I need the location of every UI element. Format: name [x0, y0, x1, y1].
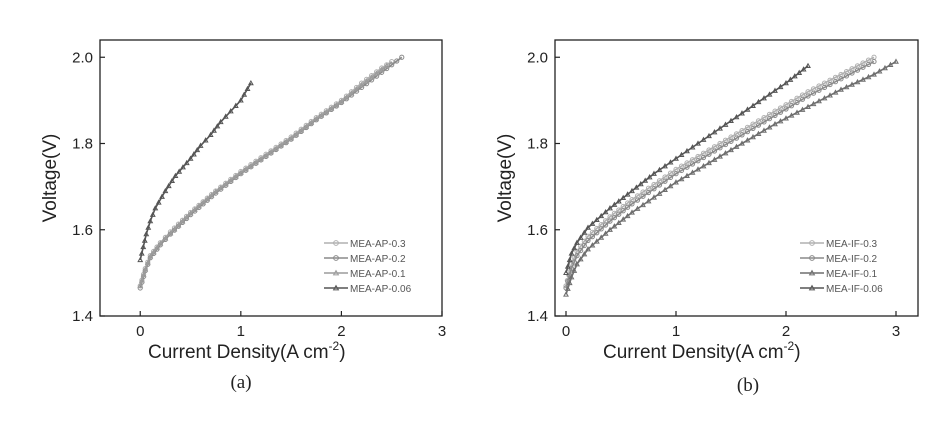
x-tick-label: 2 — [337, 323, 345, 340]
panel-caption-b: (b) — [737, 375, 759, 396]
ticks-layer-a: 0 1 2 3 1.4 1.6 1.8 2.0 — [72, 49, 446, 340]
legend-b: MEA-IF-0.3 MEA-IF-0.2 MEA-IF-0.1 MEA-IF-0.0… — [800, 239, 883, 295]
legend-item: MEA-IF-0.3 — [800, 239, 878, 250]
legend-label: MEA-AP-0.3 — [350, 239, 406, 250]
legend-label: MEA-IF-0.2 — [826, 254, 878, 265]
legend-label: MEA-IF-0.3 — [826, 239, 878, 250]
x-axis-title-b: Current Density(A cm-2) — [603, 339, 801, 363]
x-tick-label: 0 — [136, 323, 144, 340]
x-tick-label: 0 — [562, 323, 570, 340]
x-tick-label: 1 — [672, 323, 680, 340]
legend-a: MEA-AP-0.3 MEA-AP-0.2 MEA-AP-0.1 MEA-AP-0.0… — [324, 239, 412, 295]
y-axis-title-a: Voltage(V) — [40, 134, 61, 223]
legend-item: MEA-AP-0.3 — [324, 239, 406, 250]
panel-a: 0 1 2 3 1.4 1.6 1.8 2.0 Voltage(V) Current Dens… — [40, 40, 446, 393]
x-axis-title-close-b: ) — [794, 342, 800, 363]
data-point — [400, 55, 404, 59]
legend-item: MEA-AP-0.06 — [324, 284, 412, 295]
y-tick-label: 1.6 — [527, 222, 548, 239]
legend-label: MEA-IF-0.06 — [826, 284, 883, 295]
panel-caption-a: (a) — [230, 372, 251, 393]
legend-label: MEA-AP-0.2 — [350, 254, 406, 265]
data-point — [806, 64, 810, 68]
series-line — [140, 83, 251, 260]
x-axis-title-a: Current Density(A cm-2) — [148, 339, 346, 363]
legend-item: MEA-IF-0.1 — [800, 269, 878, 280]
x-axis-title-main-b: Current Density(A cm — [603, 342, 784, 363]
series-a-3 — [138, 81, 253, 262]
ticks-layer-b: 0 1 2 3 1.4 1.6 1.8 2.0 — [527, 49, 900, 340]
panel-b: 0 1 2 3 1.4 1.6 1.8 2.0 Voltage(V) Current Dens… — [495, 40, 918, 396]
series-line — [566, 57, 874, 285]
y-tick-label: 1.8 — [527, 136, 548, 153]
y-tick-label: 1.4 — [72, 308, 93, 325]
x-tick-label: 1 — [237, 323, 245, 340]
legend-item: MEA-AP-0.1 — [324, 269, 406, 280]
x-axis-title-sup-a: -2 — [329, 339, 340, 353]
y-tick-label: 1.6 — [72, 222, 93, 239]
x-tick-label: 2 — [782, 323, 790, 340]
legend-label: MEA-AP-0.06 — [350, 284, 412, 295]
legend-item: MEA-IF-0.2 — [800, 254, 878, 265]
y-tick-label: 2.0 — [72, 49, 93, 66]
series-b-0 — [564, 55, 876, 288]
data-point — [894, 59, 898, 63]
y-tick-label: 1.4 — [527, 308, 548, 325]
x-tick-label: 3 — [438, 323, 446, 340]
y-tick-label: 2.0 — [527, 49, 548, 66]
x-tick-label: 3 — [892, 323, 900, 340]
x-axis-title-main-a: Current Density(A cm — [148, 342, 329, 363]
legend-label: MEA-AP-0.1 — [350, 269, 406, 280]
y-axis-title-b: Voltage(V) — [495, 134, 516, 223]
x-axis-title-close-a: ) — [339, 342, 345, 363]
legend-item: MEA-IF-0.06 — [800, 284, 883, 295]
legend-label: MEA-IF-0.1 — [826, 269, 878, 280]
y-tick-label: 1.8 — [72, 136, 93, 153]
x-axis-title-sup-b: -2 — [784, 339, 795, 353]
legend-item: MEA-AP-0.2 — [324, 254, 406, 265]
